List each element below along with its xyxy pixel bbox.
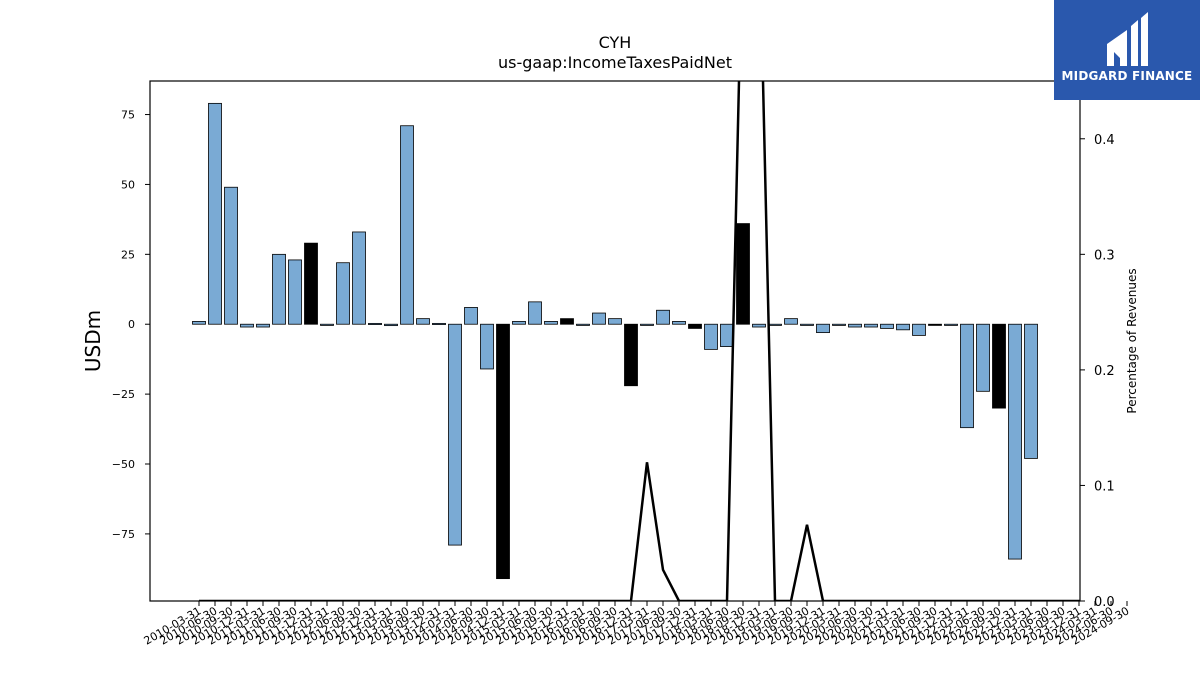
bar-2010-12-31 (240, 323, 254, 328)
brand-logo-icon (1107, 12, 1148, 66)
bar-2019-09-30 (800, 323, 814, 326)
bar-2012-12-31 (368, 322, 382, 325)
bar-2018-12-31 (752, 323, 766, 328)
bar-2016-12-31 (624, 323, 638, 387)
x-axis: 2010-03-312010-06-302010-09-302010-12-31… (142, 601, 1132, 648)
brand-logo: MIDGARD FINANCE (1054, 0, 1200, 100)
bar-2020-09-30 (864, 323, 878, 328)
bar-2010-06-30 (208, 102, 222, 325)
bar-2012-09-30 (352, 231, 366, 325)
chart-title: CYH (599, 33, 632, 52)
bar-2014-09-30 (480, 323, 494, 370)
bar-2022-03-31 (960, 323, 974, 429)
bar-2014-03-31 (448, 323, 462, 546)
y-tick-label: −25 (112, 388, 135, 401)
y2-tick-label: 0.0 (1094, 595, 1115, 610)
bar-2016-06-30 (592, 312, 606, 325)
bar-2013-09-30 (416, 318, 430, 325)
y-axis-label: USDm (81, 310, 105, 372)
bar-2022-09-30 (992, 323, 1006, 409)
bar-2015-12-31 (560, 318, 574, 325)
bar-2014-06-30 (464, 307, 478, 325)
bar-2017-12-31 (688, 323, 702, 329)
bar-2020-03-31 (832, 323, 846, 326)
bar-2013-06-30 (400, 125, 414, 325)
y2-tick-label: 0.2 (1094, 364, 1115, 379)
y-tick-label: 75 (121, 109, 135, 122)
bar-2011-12-31 (304, 242, 318, 325)
y-tick-label: 50 (121, 178, 135, 191)
y-tick-label: 25 (121, 248, 135, 261)
y-tick-label: 0 (128, 318, 135, 331)
revenue-pct-line-layer (199, 81, 1080, 601)
y2-axis: 0.0 0.1 0.2 0.3 0.4 (1080, 133, 1115, 610)
bar-2015-09-30 (544, 321, 558, 325)
bar-2021-03-31 (896, 323, 910, 331)
y-tick-label: −50 (112, 458, 135, 471)
bar-2017-06-30 (656, 309, 670, 325)
y2-tick-label: 0.1 (1094, 479, 1115, 494)
bar-2010-03-31 (192, 321, 206, 325)
bar-2021-12-31 (944, 323, 958, 326)
chart-subtitle: us-gaap:IncomeTaxesPaidNet (498, 53, 732, 72)
bar-2019-03-31 (768, 323, 782, 326)
bar-2012-06-30 (336, 262, 350, 325)
revenue-pct-line (199, 81, 1080, 601)
bar-2019-06-30 (784, 318, 798, 325)
y-tick-label: −75 (112, 528, 135, 541)
y2-tick-label: 0.4 (1094, 133, 1115, 148)
bar-2011-06-30 (272, 253, 286, 325)
bar-2022-06-30 (976, 323, 990, 392)
bar-2016-03-31 (576, 323, 590, 326)
bar-2018-06-30 (720, 323, 734, 347)
bar-2018-03-31 (704, 323, 718, 350)
bar-2010-09-30 (224, 186, 238, 325)
bar-2020-06-30 (848, 323, 862, 328)
bar-2014-12-31 (496, 323, 510, 580)
bar-2013-03-31 (384, 323, 398, 327)
bar-2023-03-31 (1024, 323, 1038, 459)
bar-2021-06-30 (912, 323, 926, 336)
brand-name: MIDGARD FINANCE (1061, 69, 1193, 83)
bar-2017-03-31 (640, 323, 654, 326)
y2-tick-label: 0.3 (1094, 248, 1115, 263)
bar-2019-12-31 (816, 323, 830, 334)
bar-2020-12-31 (880, 323, 894, 329)
bar-2012-03-31 (320, 323, 334, 326)
bars-layer (192, 102, 1038, 580)
bar-2013-12-31 (432, 322, 446, 325)
bar-2021-09-30 (928, 323, 942, 326)
bar-2011-03-31 (256, 323, 270, 328)
bar-2015-06-30 (528, 301, 542, 325)
bar-2022-12-31 (1008, 323, 1022, 560)
y-axis: −75 −50 −25 0 25 50 75 (112, 109, 150, 541)
y2-axis-label: Percentage of Revenues (1125, 268, 1139, 413)
bar-2016-09-30 (608, 318, 622, 325)
bar-2018-09-30 (736, 223, 750, 325)
bar-2011-09-30 (288, 259, 302, 325)
plot-frame (149, 80, 1081, 602)
bar-2017-09-30 (672, 321, 686, 325)
bar-2015-03-31 (512, 321, 526, 325)
